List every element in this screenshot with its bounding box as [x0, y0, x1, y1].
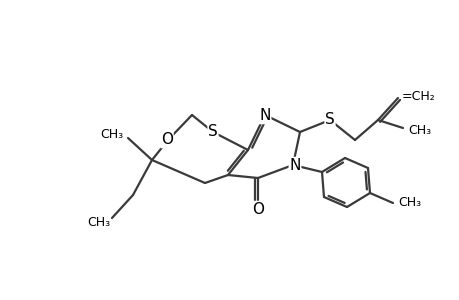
Text: CH₃: CH₃ — [87, 217, 110, 230]
Text: N: N — [259, 109, 270, 124]
Text: CH₃: CH₃ — [100, 128, 123, 142]
Text: CH₃: CH₃ — [407, 124, 430, 137]
Text: S: S — [325, 112, 334, 127]
Text: O: O — [252, 202, 263, 217]
Text: O: O — [161, 133, 173, 148]
Text: N: N — [289, 158, 300, 172]
Text: CH₃: CH₃ — [397, 196, 420, 209]
Text: S: S — [207, 124, 218, 139]
Text: =CH₂: =CH₂ — [401, 89, 435, 103]
